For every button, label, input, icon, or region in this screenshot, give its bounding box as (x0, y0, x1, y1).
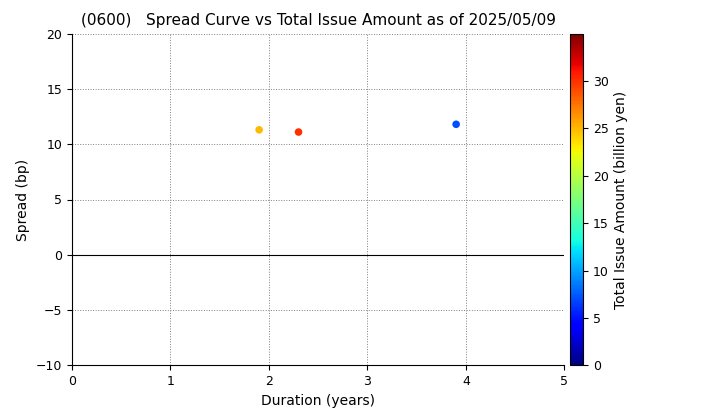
Y-axis label: Total Issue Amount (billion yen): Total Issue Amount (billion yen) (614, 90, 628, 309)
Point (253, 126, 265, 133)
Point (451, 121, 462, 128)
Y-axis label: Spread (bp): Spread (bp) (17, 158, 30, 241)
Title: (0600)   Spread Curve vs Total Issue Amount as of 2025/05/09: (0600) Spread Curve vs Total Issue Amoun… (81, 13, 556, 28)
Point (293, 129, 305, 135)
X-axis label: Duration (years): Duration (years) (261, 394, 375, 408)
